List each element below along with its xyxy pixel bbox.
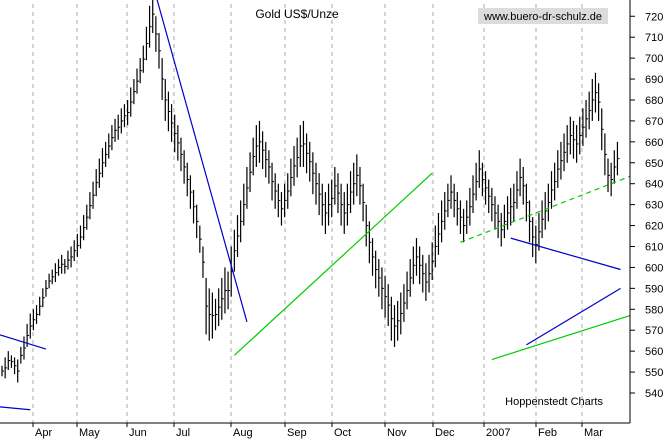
- x-tick-label: Jul: [176, 427, 190, 439]
- y-tick-label: 580: [645, 304, 663, 316]
- x-tick-label: 2007: [486, 427, 510, 439]
- trend-line: [0, 406, 31, 411]
- trend-line: [156, 0, 248, 322]
- x-tick-label: Dec: [435, 427, 455, 439]
- chart-title: Gold US$/Unze: [255, 7, 339, 21]
- x-tick-label: May: [79, 427, 100, 439]
- trend-line: [510, 237, 621, 271]
- trend-line: [233, 172, 433, 356]
- y-tick-label: 590: [645, 283, 663, 295]
- trend-line: [491, 302, 669, 361]
- y-tick-label: 560: [645, 346, 663, 358]
- x-tick-label: Sep: [287, 427, 307, 439]
- y-tick-label: 640: [645, 179, 663, 191]
- x-tick-label: Jun: [129, 427, 147, 439]
- y-tick-label: 700: [645, 53, 663, 65]
- y-tick-label: 550: [645, 367, 663, 379]
- y-tick-label: 540: [645, 388, 663, 400]
- y-axis-background: [630, 0, 669, 439]
- y-tick-label: 680: [645, 95, 663, 107]
- y-tick-label: 570: [645, 325, 663, 337]
- x-tick-label: Mar: [584, 427, 603, 439]
- trend-lines: [0, 0, 669, 411]
- y-tick-label: 710: [645, 32, 663, 44]
- y-tick-label: 620: [645, 221, 663, 233]
- watermark: www.buero-dr-schulz.de: [483, 11, 602, 23]
- y-tick-label: 650: [645, 158, 663, 170]
- trend-line: [0, 334, 47, 350]
- x-tick-label: Feb: [538, 427, 557, 439]
- trend-line: [526, 287, 621, 346]
- watermark-background: [478, 8, 608, 24]
- x-tick-label: Aug: [233, 427, 253, 439]
- y-tick-label: 720: [645, 11, 663, 23]
- x-tick-label: Oct: [334, 427, 351, 439]
- grid-lines: [32, 4, 583, 423]
- y-tick-label: 630: [645, 200, 663, 212]
- x-tick-label: Nov: [387, 427, 407, 439]
- price-bars: [1, 0, 620, 383]
- y-tick-label: 600: [645, 262, 663, 274]
- y-tick-label: 660: [645, 137, 663, 149]
- y-tick-label: 670: [645, 116, 663, 128]
- x-tick-label: Apr: [35, 427, 52, 439]
- chart-credit: Hoppenstedt Charts: [505, 396, 603, 408]
- y-tick-label: 730: [645, 0, 663, 2]
- y-tick-label: 610: [645, 241, 663, 253]
- y-tick-label: 690: [645, 74, 663, 86]
